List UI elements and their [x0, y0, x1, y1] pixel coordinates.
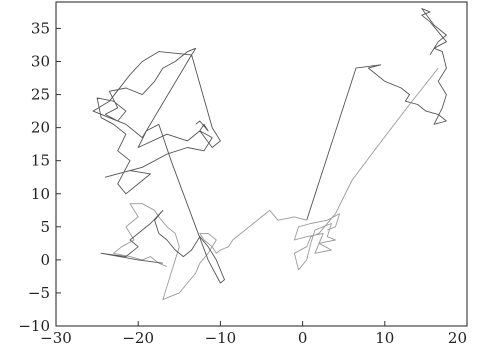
y-tick-label: −5: [28, 284, 50, 302]
y-tick-label: 15: [31, 152, 50, 170]
x-tick-label: −20: [122, 329, 154, 347]
y-tick-label: −10: [18, 317, 50, 335]
trace-lines: [92, 8, 447, 301]
y-tick-label: 30: [31, 53, 50, 71]
x-tick-label: 10: [375, 329, 394, 347]
trace-line-4: [92, 47, 221, 195]
x-tick-label: 20: [448, 329, 467, 347]
y-tick-label: 25: [31, 86, 50, 104]
y-axis: −10 −5 0 5 10 15 20 25 30 35: [18, 19, 61, 335]
y-tick-label: 5: [40, 218, 50, 236]
trace-line-2: [113, 203, 307, 301]
plot-frame: [55, 1, 468, 327]
trace-line-5: [293, 67, 439, 271]
x-axis: −30 −20 −10 0 10 20: [40, 321, 468, 347]
trace-line-3: [100, 124, 225, 284]
x-tick-label: −10: [205, 329, 237, 347]
y-tick-label: 0: [40, 251, 50, 269]
y-tick-label: 35: [31, 19, 50, 37]
x-tick-label: 0: [298, 329, 308, 347]
trace-line-1: [306, 8, 447, 221]
y-tick-label: 20: [31, 119, 50, 137]
y-tick-label: 10: [31, 185, 50, 203]
x-tick-label: −30: [40, 329, 72, 347]
